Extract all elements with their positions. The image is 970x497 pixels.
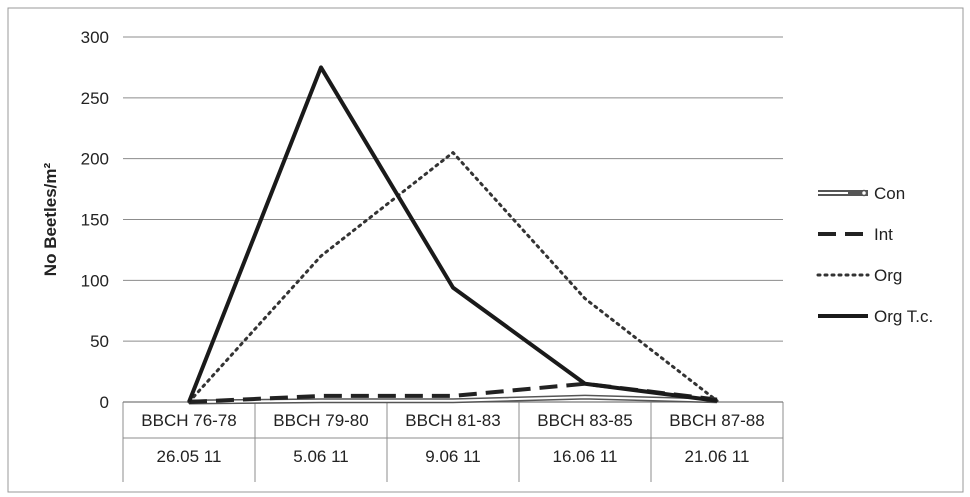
x-date-label: 21.06 11 [685,447,750,466]
series-line-org-t-c [187,65,718,403]
y-tick-label: 200 [81,150,109,169]
x-category-label: BBCH 81-83 [405,411,500,430]
chart-frame [7,7,964,493]
legend-marker [860,189,868,197]
x-category-label: BBCH 87-88 [669,411,764,430]
y-tick-label: 150 [81,211,109,230]
series-line-inner [188,396,718,403]
series-line-org [187,151,719,404]
legend-label: Int [874,225,893,244]
x-category-label: BBCH 76-78 [141,411,236,430]
y-axis-title: No Beetles/m² [41,162,60,276]
legend-label: Org [874,266,902,285]
y-tick-label: 300 [81,28,109,47]
y-tick-label: 0 [100,393,109,412]
legend: Con Int Org Org T.c. [816,184,933,326]
legend-label: Con [874,184,905,203]
y-tick-label: 250 [81,89,109,108]
legend-label: Org T.c. [874,307,933,326]
x-date-label: 26.05 11 [157,447,222,466]
y-tick-label: 100 [81,271,109,290]
x-category-label: BBCH 79-80 [273,411,368,430]
x-date-label: 9.06 11 [425,447,480,466]
series-lines [187,65,719,405]
y-tick-labels: 0 50 100 150 200 250 300 [81,28,109,412]
y-tick-label: 50 [90,332,109,351]
x-date-label: 16.06 11 [553,447,618,466]
x-date-label: 5.06 11 [293,447,348,466]
x-category-label: BBCH 83-85 [537,411,632,430]
x-axis-table: BBCH 76-78 BBCH 79-80 BBCH 81-83 BBCH 83-85… [122,401,784,482]
